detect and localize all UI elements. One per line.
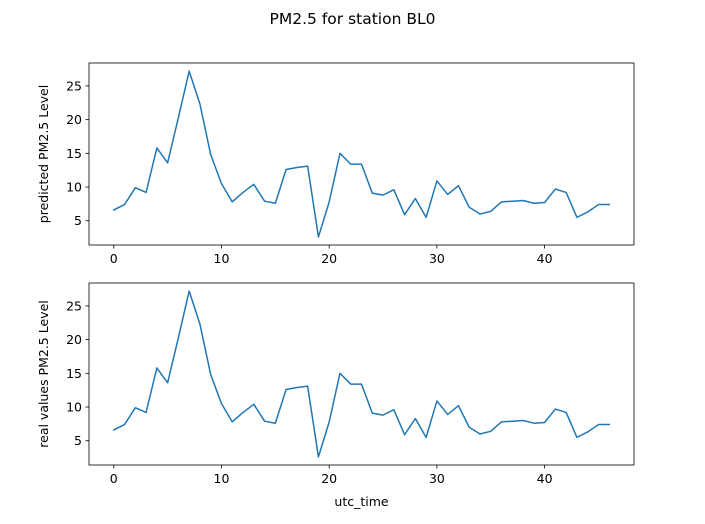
bottom-series-line [112,290,610,458]
top-y-tick-label: 15 [66,146,82,161]
top-axes-frame [88,62,635,246]
top-y-tick-label: 5 [74,213,82,228]
bottom-x-axis-label: utc_time [334,494,388,509]
bottom-y-axis-label: real values PM2.5 Level [36,300,51,447]
top-series-line [112,70,610,238]
bottom-chart-panel: 0 10 20 30 40 5 10 15 20 25 real values PM2.5 Leve… [36,282,635,509]
top-y-tick-label: 25 [66,78,82,93]
bottom-x-tick-label: 20 [321,471,337,486]
bottom-y-tick-label: 15 [66,366,82,381]
top-x-tick-label: 40 [537,251,553,266]
figure-title: PM2.5 for station BL0 [270,10,436,28]
bottom-x-tick-label: 10 [214,471,230,486]
bottom-y-tick-label: 10 [66,400,82,415]
top-y-axis-label: predicted PM2.5 Level [36,85,51,223]
bottom-y-tick-label: 5 [74,433,82,448]
bottom-x-tick-label: 0 [110,471,118,486]
top-x-tick-label: 20 [321,251,337,266]
top-y-tick-label: 20 [66,112,82,127]
top-x-tick-label: 10 [214,251,230,266]
bottom-x-tick-label: 30 [429,471,445,486]
bottom-y-tick-label: 20 [66,332,82,347]
bottom-x-tick-label: 40 [537,471,553,486]
top-x-tick-label: 30 [429,251,445,266]
top-y-tick-label: 10 [66,180,82,195]
bottom-y-tick-label: 25 [66,298,82,313]
top-x-tick-label: 0 [110,251,118,266]
bottom-axes-frame [88,282,635,466]
top-chart-panel: 0 10 20 30 40 5 10 15 20 25 predicted PM2.5 Level [36,62,635,266]
